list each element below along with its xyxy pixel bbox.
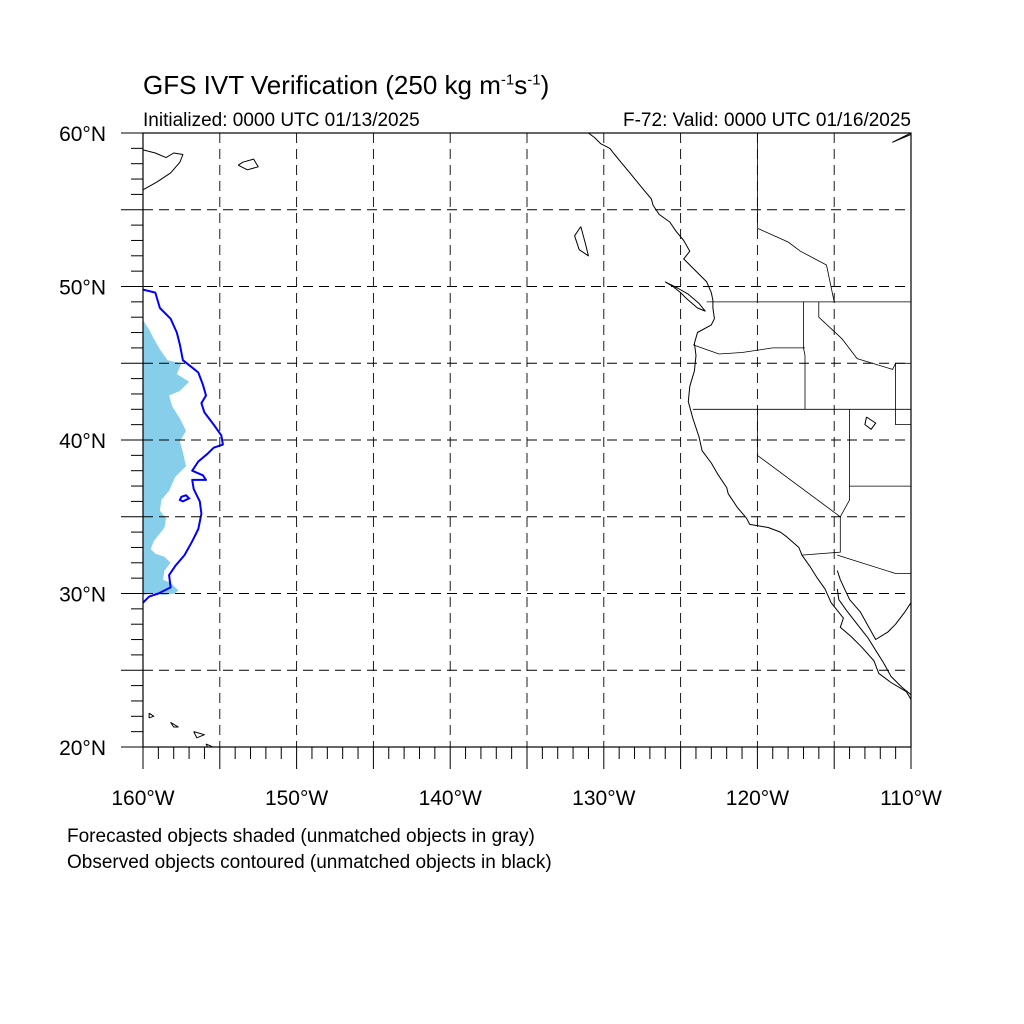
lon-tick-label: 120°W xyxy=(726,787,789,810)
lon-tick-label: 130°W xyxy=(572,787,635,810)
state-border xyxy=(818,301,896,370)
coastline xyxy=(836,570,911,640)
lon-tick-label: 150°W xyxy=(265,787,328,810)
lat-tick-label: 50°N xyxy=(59,277,106,300)
coastline xyxy=(143,149,184,191)
state-border xyxy=(895,363,911,426)
state-border xyxy=(692,344,805,355)
axis-labels: 160°W 150°W 140°W 130°W 120°W 110°W 60°N 50°N 40… xyxy=(59,123,942,810)
coastline xyxy=(836,588,911,696)
initialized-time: Initialized: 0000 UTC 01/13/2025 xyxy=(143,110,420,131)
political-border-layer xyxy=(692,133,911,574)
map-title: GFS IVT Verification (250 kg m-1s-1) xyxy=(143,70,550,100)
lon-tick-label: 140°W xyxy=(419,787,482,810)
coastline xyxy=(205,743,215,747)
forecast-object-shading xyxy=(143,320,190,595)
coastline xyxy=(193,731,205,739)
coastline xyxy=(664,281,706,312)
graticule-layer xyxy=(143,133,911,747)
coastline xyxy=(892,133,911,143)
forecast-object-layer xyxy=(143,320,190,595)
coastline xyxy=(574,226,589,257)
coastline-layer xyxy=(143,133,911,747)
lake-outline xyxy=(864,416,877,431)
state-border xyxy=(757,409,841,518)
lat-tick-label: 20°N xyxy=(59,737,106,760)
map-frame xyxy=(142,132,912,748)
state-border xyxy=(801,486,850,556)
lon-tick-label: 110°W xyxy=(880,787,942,810)
lat-tick-label: 40°N xyxy=(59,430,106,453)
state-border xyxy=(849,409,911,487)
lon-tick-label: 160°W xyxy=(111,787,174,810)
legend-note-observed: Observed objects contoured (unmatched ob… xyxy=(67,852,552,873)
coastline xyxy=(237,158,259,171)
observed-object-contour-small xyxy=(178,494,191,503)
axis-ticks xyxy=(121,132,912,769)
observed-object-layer xyxy=(143,288,224,604)
lat-tick-label: 30°N xyxy=(59,584,106,607)
state-border xyxy=(837,554,911,574)
lat-tick-label: 60°N xyxy=(59,123,106,146)
state-border xyxy=(803,301,806,410)
observed-object-contour xyxy=(143,288,224,604)
coastline xyxy=(170,721,179,728)
coastline xyxy=(588,133,911,700)
legend-note-forecast: Forecasted objects shaded (unmatched obj… xyxy=(67,826,535,847)
state-border xyxy=(757,133,835,302)
coastline xyxy=(148,712,155,719)
valid-time: F-72: Valid: 0000 UTC 01/16/2025 xyxy=(623,110,911,131)
